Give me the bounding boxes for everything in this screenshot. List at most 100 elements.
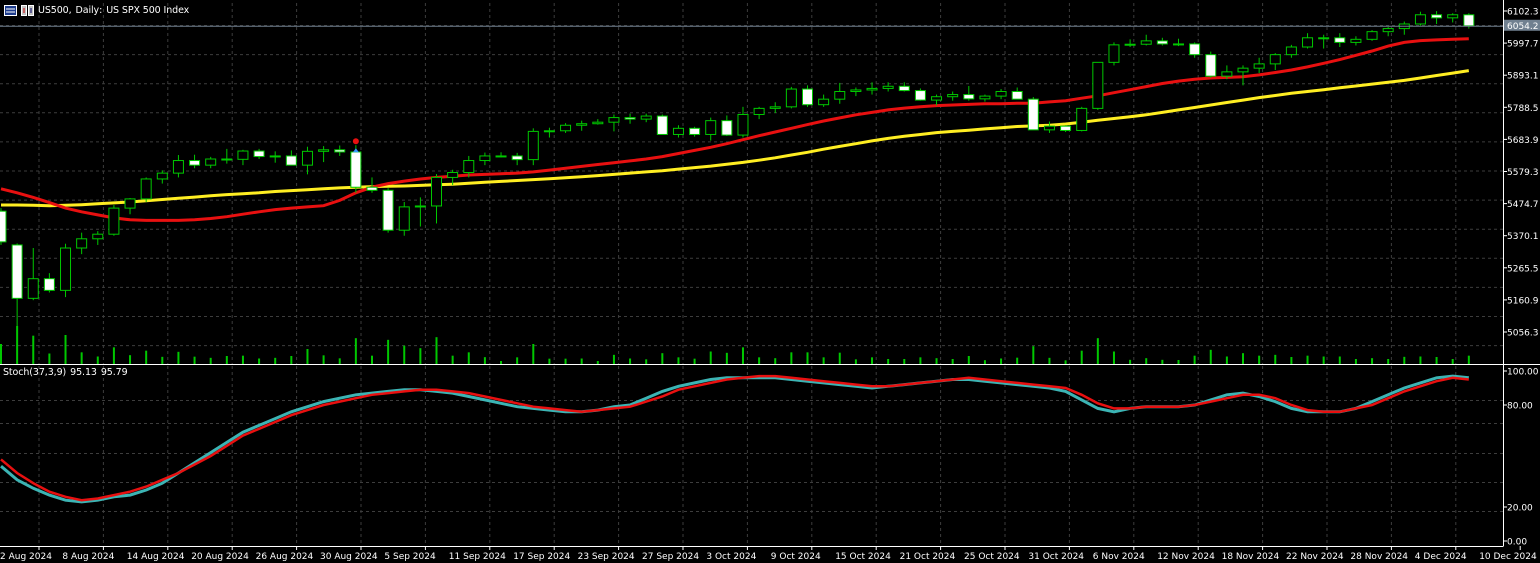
current-price-box bbox=[1504, 19, 1540, 31]
date-axis-label: 15 Oct 2024 bbox=[835, 552, 891, 562]
one-click-trading-icon[interactable] bbox=[21, 4, 34, 16]
candle-body bbox=[205, 158, 217, 166]
candle-body bbox=[43, 278, 55, 291]
chart-menu-icon[interactable] bbox=[4, 4, 17, 16]
price-axis-label: 6102.3 bbox=[1507, 8, 1539, 18]
stoch-main-value: 95.13 bbox=[70, 367, 97, 378]
candle-body bbox=[1189, 43, 1201, 56]
candle-body bbox=[253, 150, 265, 158]
chart-timeframe: Daily bbox=[75, 4, 100, 16]
candle-body bbox=[1253, 63, 1265, 69]
grid bbox=[0, 3, 1503, 546]
candle-body bbox=[979, 95, 991, 100]
candlesticks bbox=[0, 11, 1475, 328]
price-axis-label: 5788.5 bbox=[1507, 104, 1539, 114]
date-axis-label: 11 Sep 2024 bbox=[449, 552, 506, 562]
candle-body bbox=[1172, 43, 1184, 46]
candle-body bbox=[721, 120, 733, 136]
candle-body bbox=[350, 151, 362, 188]
candle-body bbox=[431, 176, 443, 207]
candle-body bbox=[527, 130, 539, 161]
candle-body bbox=[1414, 14, 1426, 25]
candle-body bbox=[495, 155, 507, 158]
price-axis-label: 5160.9 bbox=[1507, 296, 1539, 306]
candle-body bbox=[705, 120, 717, 135]
candle-body bbox=[285, 155, 297, 166]
buy-arrow-icon bbox=[352, 148, 359, 153]
candle-body bbox=[834, 90, 846, 100]
symbol-separator: , bbox=[68, 4, 72, 16]
candle-body bbox=[301, 150, 313, 166]
date-axis-label: 25 Oct 2024 bbox=[964, 552, 1020, 562]
price-axis-label: 5683.9 bbox=[1507, 136, 1539, 146]
stochastic-lines bbox=[0, 374, 1469, 504]
candle-body bbox=[1463, 14, 1475, 27]
candle-body bbox=[931, 96, 943, 101]
date-axis-label: 22 Nov 2024 bbox=[1286, 552, 1344, 562]
moving-average-slow bbox=[1, 69, 1470, 208]
date-axis-label: 26 Aug 2024 bbox=[256, 552, 314, 562]
price-axis-label: 5474.7 bbox=[1507, 200, 1539, 210]
candle-body bbox=[1302, 37, 1314, 48]
candle-body bbox=[1221, 71, 1233, 77]
candle-body bbox=[27, 278, 39, 299]
candle-body bbox=[995, 90, 1007, 97]
candle-body bbox=[1237, 67, 1249, 73]
candle-body bbox=[1156, 40, 1168, 45]
candle-body bbox=[382, 189, 394, 231]
candle-body bbox=[914, 90, 926, 101]
candle-body bbox=[898, 85, 910, 92]
candle-body bbox=[753, 107, 765, 116]
candle-body bbox=[866, 87, 878, 91]
candle-body bbox=[689, 127, 701, 135]
chart-header: US500, Daily: US SPX 500 Index bbox=[4, 3, 189, 17]
date-axis-label: 30 Aug 2024 bbox=[320, 552, 378, 562]
candle-body bbox=[1124, 43, 1136, 46]
date-axis-label: 28 Nov 2024 bbox=[1350, 552, 1408, 562]
stoch-signal-line bbox=[0, 374, 1469, 502]
price-axis-label: 5370.1 bbox=[1507, 232, 1539, 242]
date-axis-label: 18 Nov 2024 bbox=[1222, 552, 1280, 562]
moving-average-fast bbox=[0, 37, 1469, 222]
candle-body bbox=[850, 89, 862, 92]
candle-body bbox=[543, 130, 555, 133]
candle-body bbox=[769, 106, 781, 109]
candle-body bbox=[624, 117, 636, 120]
candle-body bbox=[221, 158, 233, 161]
candle-body bbox=[1350, 38, 1362, 43]
price-axis-label: 5056.3 bbox=[1507, 329, 1539, 339]
candle-body bbox=[1108, 44, 1120, 63]
candle-body bbox=[672, 127, 684, 135]
candle-body bbox=[1043, 125, 1055, 131]
stoch-axis-label: 100.00 bbox=[1507, 368, 1539, 378]
candle-body bbox=[108, 207, 120, 235]
candle-body bbox=[1269, 54, 1281, 65]
chart-description: US SPX 500 Index bbox=[106, 4, 190, 16]
date-axis-label: 23 Sep 2024 bbox=[578, 552, 635, 562]
candle-body bbox=[140, 178, 152, 200]
date-axis-label: 20 Aug 2024 bbox=[191, 552, 249, 562]
candle-body bbox=[963, 94, 975, 100]
candle-body bbox=[640, 115, 652, 120]
candle-body bbox=[1366, 31, 1378, 40]
candle-body bbox=[156, 172, 168, 180]
candle-body bbox=[398, 206, 410, 231]
candle-body bbox=[785, 88, 797, 108]
date-axis-label: 21 Oct 2024 bbox=[900, 552, 956, 562]
candle-body bbox=[1011, 90, 1023, 100]
candle-body bbox=[172, 160, 184, 174]
price-axis-label: 5265.5 bbox=[1507, 264, 1539, 274]
date-axis-label: 14 Aug 2024 bbox=[127, 552, 185, 562]
candle-body bbox=[511, 155, 523, 161]
candle-body bbox=[1027, 98, 1039, 131]
current-price-label: 6054.2 bbox=[1507, 22, 1539, 32]
sell-marker bbox=[352, 138, 359, 145]
timeframe-separator: : bbox=[99, 4, 103, 16]
date-axis-label: 10 Dec 2024 bbox=[1479, 552, 1537, 562]
candle-body bbox=[802, 88, 813, 106]
candle-body bbox=[1076, 107, 1088, 131]
date-axis-label: 2 Aug 2024 bbox=[0, 552, 52, 562]
candle-body bbox=[1092, 61, 1104, 109]
candle-body bbox=[1318, 37, 1330, 40]
